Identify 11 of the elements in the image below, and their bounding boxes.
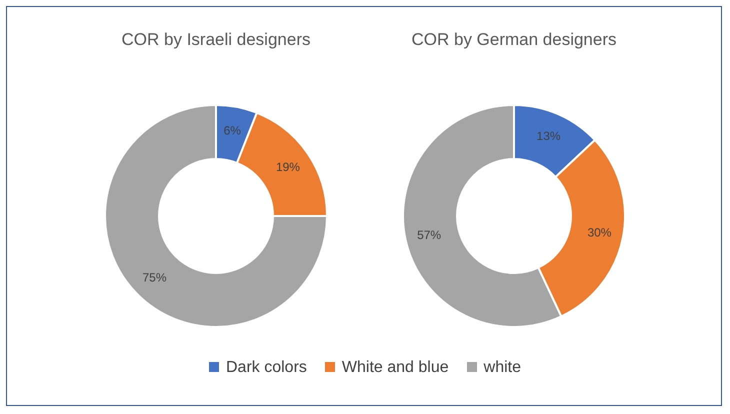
data-label: 30% <box>587 225 612 240</box>
legend-label: White and blue <box>340 359 449 377</box>
data-label: 19% <box>276 160 300 174</box>
legend-label: white <box>482 359 521 377</box>
data-label: 13% <box>536 129 561 144</box>
data-label: 6% <box>224 124 242 138</box>
chart-title: COR by German designers <box>411 30 617 49</box>
legend-label: Dark colors <box>225 359 307 377</box>
chart-title: COR by Israeli designers <box>122 30 310 49</box>
data-label: 57% <box>417 228 442 242</box>
data-label: 75% <box>142 270 167 285</box>
